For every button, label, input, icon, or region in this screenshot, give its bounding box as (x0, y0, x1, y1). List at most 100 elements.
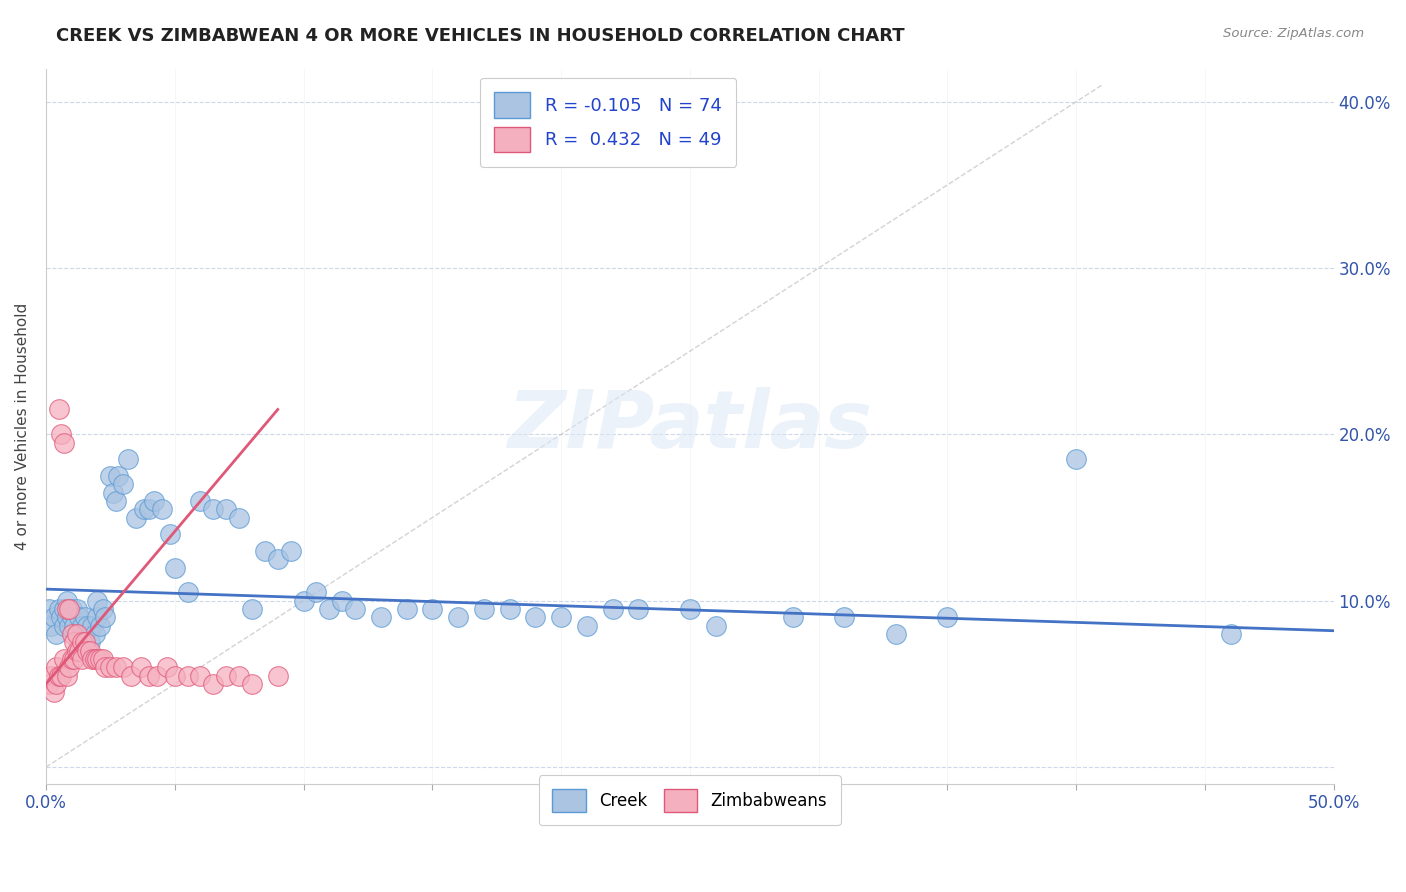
Point (550, 610, 572, 624)
Point (395, 602, 418, 616)
Point (138, 502, 160, 516)
Point (73, 610, 96, 624)
Point (292, 594, 315, 608)
Point (55, 668, 77, 682)
Point (76, 618, 98, 632)
Point (267, 552, 290, 566)
Point (117, 452, 139, 467)
Point (45, 627, 67, 641)
Point (1064, 452, 1087, 467)
Point (38, 677, 60, 691)
Point (202, 502, 225, 516)
Point (58, 660, 80, 674)
Point (42, 610, 65, 624)
Point (145, 668, 167, 682)
Point (280, 544, 302, 558)
Point (60, 610, 83, 624)
Point (48, 602, 70, 616)
Point (129, 660, 152, 674)
Point (627, 602, 650, 616)
Point (215, 502, 238, 516)
Point (420, 602, 443, 616)
Point (38, 602, 60, 616)
Point (91, 652, 114, 666)
Point (159, 527, 181, 541)
Text: CREEK VS ZIMBABWEAN 4 OR MORE VEHICLES IN HOUSEHOLD CORRELATION CHART: CREEK VS ZIMBABWEAN 4 OR MORE VEHICLES I… (56, 27, 905, 45)
Point (83, 627, 105, 641)
Point (163, 560, 186, 574)
Point (782, 610, 804, 624)
Point (79, 643, 101, 657)
Point (60, 652, 83, 666)
Point (53, 652, 76, 666)
Point (884, 627, 907, 641)
Point (318, 602, 340, 616)
Point (120, 668, 142, 682)
Point (73, 635, 96, 649)
Point (51, 427, 73, 442)
Point (190, 668, 212, 682)
Point (63, 618, 86, 632)
Point (89, 652, 111, 666)
Point (704, 618, 727, 632)
Point (94, 610, 117, 624)
Point (70, 635, 93, 649)
Point (51, 668, 73, 682)
Point (132, 502, 155, 516)
Point (163, 668, 186, 682)
Point (240, 602, 263, 616)
Point (143, 494, 166, 508)
Point (156, 660, 179, 674)
Point (215, 668, 238, 682)
Point (66, 627, 89, 641)
Point (112, 660, 135, 674)
Point (150, 502, 173, 516)
Text: Source: ZipAtlas.com: Source: ZipAtlas.com (1223, 27, 1364, 40)
Point (53, 602, 76, 616)
Point (45, 660, 67, 674)
Point (79, 635, 101, 649)
Point (498, 602, 520, 616)
Point (228, 510, 250, 524)
Point (98, 469, 121, 483)
Point (60, 627, 83, 641)
Point (330, 594, 353, 608)
Point (42, 685, 65, 699)
Point (86, 652, 108, 666)
Point (679, 602, 702, 616)
Point (82, 652, 104, 666)
Point (53, 435, 76, 450)
Point (104, 494, 127, 508)
Point (48, 668, 70, 682)
Point (83, 652, 105, 666)
Point (39, 618, 62, 632)
Point (472, 602, 495, 616)
Point (1219, 627, 1241, 641)
Point (104, 660, 127, 674)
Point (89, 618, 111, 632)
Text: ZIPatlas: ZIPatlas (508, 387, 872, 465)
Point (53, 618, 76, 632)
Point (343, 602, 366, 616)
Point (228, 668, 250, 682)
Point (107, 469, 129, 483)
Point (602, 602, 624, 616)
Point (267, 668, 290, 682)
Point (58, 618, 80, 632)
Y-axis label: 4 or more Vehicles in Household: 4 or more Vehicles in Household (15, 302, 30, 549)
Point (55, 610, 77, 624)
Legend: Creek, Zimbabweans: Creek, Zimbabweans (538, 775, 841, 825)
Point (70, 618, 93, 632)
Point (176, 668, 198, 682)
Point (91, 602, 114, 616)
Point (66, 602, 89, 616)
Point (253, 544, 276, 558)
Point (98, 660, 121, 674)
Point (305, 585, 328, 599)
Point (76, 643, 98, 657)
Point (94, 660, 117, 674)
Point (86, 594, 108, 608)
Point (58, 602, 80, 616)
Point (447, 610, 470, 624)
Point (69, 610, 91, 624)
